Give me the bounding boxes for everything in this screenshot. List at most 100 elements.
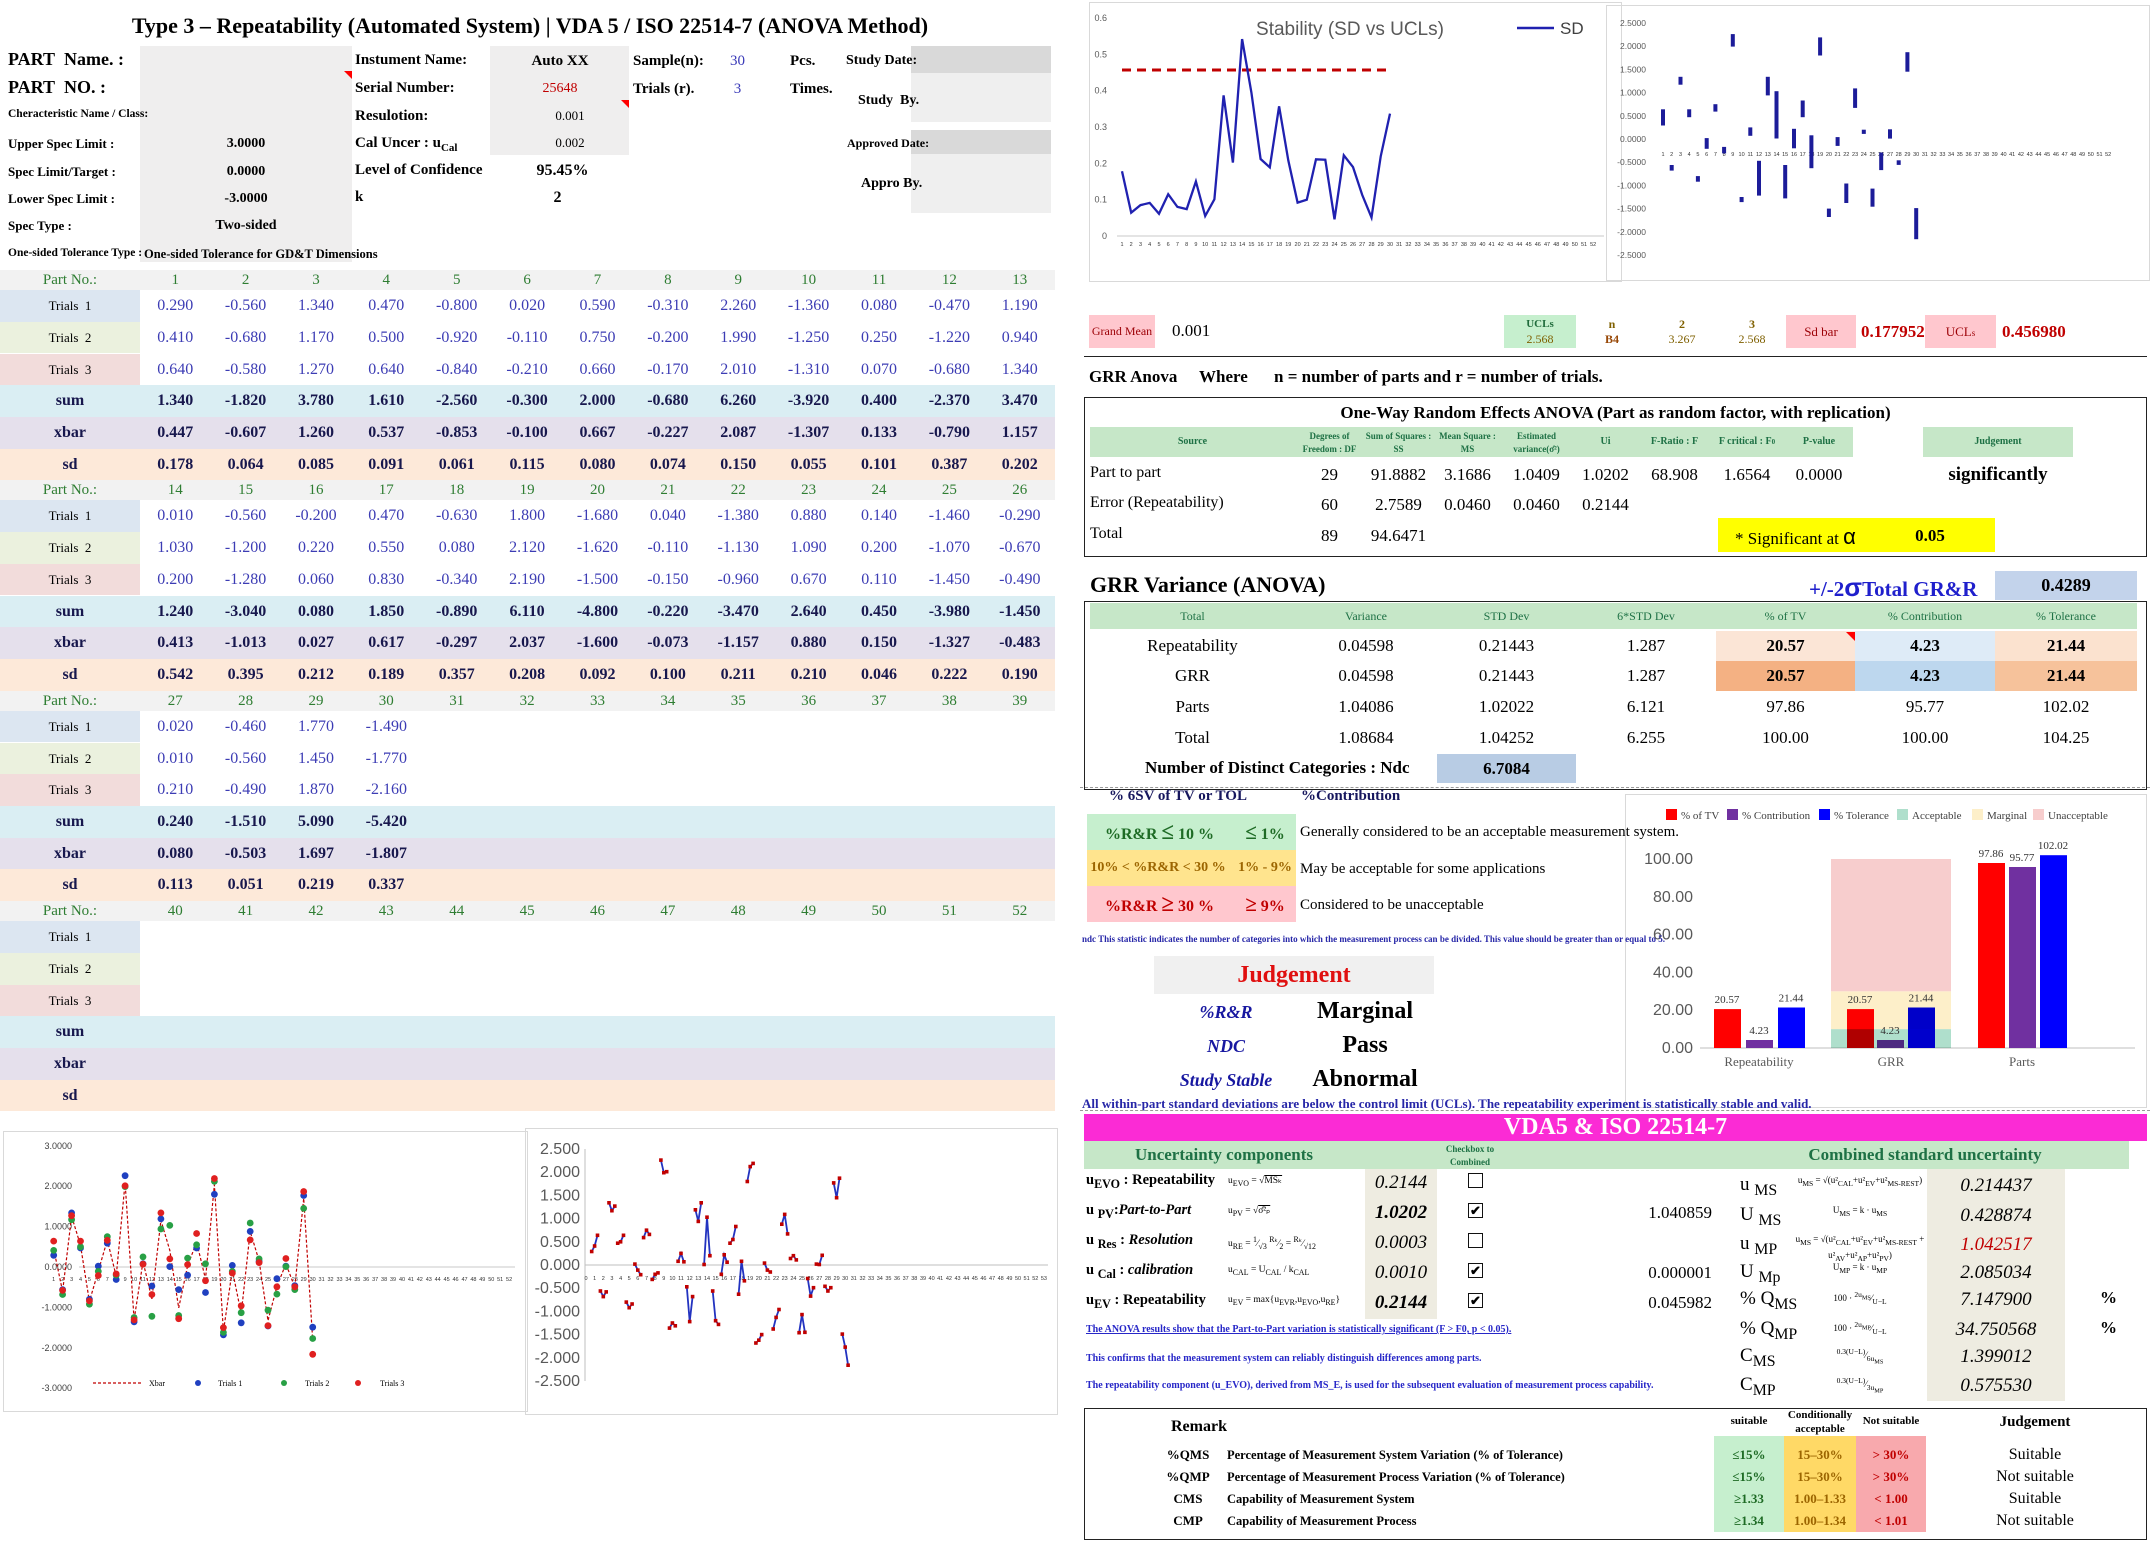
svg-text:2: 2 bbox=[602, 1276, 605, 1282]
svg-text:35: 35 bbox=[1957, 152, 1963, 158]
svg-text:23: 23 bbox=[247, 1277, 253, 1283]
svg-text:5: 5 bbox=[628, 1276, 631, 1282]
svg-text:38: 38 bbox=[381, 1277, 387, 1283]
svg-text:60.00: 60.00 bbox=[1653, 927, 1693, 944]
svg-text:0.0000: 0.0000 bbox=[44, 1262, 72, 1272]
svg-text:42: 42 bbox=[2018, 152, 2024, 158]
svg-text:11: 11 bbox=[1747, 152, 1753, 158]
svg-text:3: 3 bbox=[1679, 152, 1682, 158]
svg-text:-3.0000: -3.0000 bbox=[41, 1383, 72, 1393]
svg-text:100.00: 100.00 bbox=[1644, 851, 1693, 868]
svg-text:33: 33 bbox=[1939, 152, 1945, 158]
svg-text:17: 17 bbox=[1800, 152, 1806, 158]
svg-text:30: 30 bbox=[1913, 152, 1919, 158]
svg-text:33: 33 bbox=[1415, 242, 1421, 248]
svg-text:8: 8 bbox=[654, 1276, 657, 1282]
svg-text:1: 1 bbox=[1120, 242, 1123, 248]
svg-text:27: 27 bbox=[283, 1277, 289, 1283]
svg-text:15: 15 bbox=[713, 1276, 719, 1282]
svg-text:2.500: 2.500 bbox=[540, 1141, 580, 1158]
svg-text:5: 5 bbox=[88, 1277, 91, 1283]
svg-text:27: 27 bbox=[816, 1276, 822, 1282]
svg-text:45: 45 bbox=[972, 1276, 978, 1282]
svg-text:45: 45 bbox=[444, 1277, 450, 1283]
svg-text:31: 31 bbox=[1396, 242, 1402, 248]
svg-text:2.0000: 2.0000 bbox=[44, 1181, 72, 1191]
svg-text:0.4: 0.4 bbox=[1094, 86, 1107, 96]
svg-text:13: 13 bbox=[1230, 242, 1236, 248]
svg-text:Parts: Parts bbox=[2009, 1054, 2035, 1069]
svg-text:41: 41 bbox=[2009, 152, 2015, 158]
svg-text:29: 29 bbox=[834, 1276, 840, 1282]
svg-text:Trials 2: Trials 2 bbox=[305, 1379, 329, 1388]
svg-text:42: 42 bbox=[417, 1277, 423, 1283]
svg-text:47: 47 bbox=[1544, 242, 1550, 248]
svg-text:49: 49 bbox=[1562, 242, 1568, 248]
svg-text:44: 44 bbox=[963, 1276, 969, 1282]
svg-text:97.86: 97.86 bbox=[1979, 848, 2004, 860]
svg-text:16: 16 bbox=[185, 1277, 191, 1283]
svg-text:52: 52 bbox=[1590, 242, 1596, 248]
svg-text:3: 3 bbox=[70, 1277, 73, 1283]
svg-text:51: 51 bbox=[1024, 1276, 1030, 1282]
svg-text:47: 47 bbox=[989, 1276, 995, 1282]
svg-text:2.5000: 2.5000 bbox=[1620, 18, 1646, 28]
svg-text:13: 13 bbox=[1765, 152, 1771, 158]
svg-text:40: 40 bbox=[1479, 242, 1485, 248]
svg-text:36: 36 bbox=[894, 1276, 900, 1282]
svg-text:4.23: 4.23 bbox=[1880, 1025, 1900, 1037]
svg-text:40.00: 40.00 bbox=[1653, 964, 1693, 981]
svg-text:2: 2 bbox=[1670, 152, 1673, 158]
svg-text:1: 1 bbox=[593, 1276, 596, 1282]
svg-text:34: 34 bbox=[1424, 242, 1430, 248]
svg-text:43: 43 bbox=[1507, 242, 1513, 248]
svg-text:95.77: 95.77 bbox=[2010, 852, 2035, 864]
svg-text:-1.0000: -1.0000 bbox=[41, 1302, 72, 1312]
svg-text:41: 41 bbox=[408, 1277, 414, 1283]
svg-text:-2.0000: -2.0000 bbox=[41, 1343, 72, 1353]
svg-text:46: 46 bbox=[1535, 242, 1541, 248]
svg-text:12: 12 bbox=[1756, 152, 1762, 158]
svg-text:3: 3 bbox=[1139, 242, 1142, 248]
svg-text:29: 29 bbox=[1904, 152, 1910, 158]
svg-text:14: 14 bbox=[167, 1277, 173, 1283]
svg-text:20.57: 20.57 bbox=[1848, 994, 1873, 1006]
svg-text:-2.000: -2.000 bbox=[535, 1350, 580, 1367]
svg-text:1: 1 bbox=[52, 1277, 55, 1283]
svg-text:9: 9 bbox=[662, 1276, 665, 1282]
svg-text:Marginal: Marginal bbox=[1987, 810, 2027, 822]
svg-text:52: 52 bbox=[506, 1277, 512, 1283]
svg-text:20: 20 bbox=[1295, 242, 1301, 248]
svg-text:0.00: 0.00 bbox=[1662, 1040, 1693, 1057]
svg-text:42: 42 bbox=[1498, 242, 1504, 248]
svg-text:11: 11 bbox=[1212, 242, 1218, 248]
svg-text:39: 39 bbox=[1470, 242, 1476, 248]
svg-text:23: 23 bbox=[1852, 152, 1858, 158]
svg-text:0.6: 0.6 bbox=[1094, 13, 1107, 23]
svg-text:16: 16 bbox=[1791, 152, 1797, 158]
svg-text:21: 21 bbox=[1304, 242, 1310, 248]
svg-text:24: 24 bbox=[1861, 152, 1867, 158]
svg-text:13: 13 bbox=[158, 1277, 164, 1283]
svg-text:40: 40 bbox=[399, 1277, 405, 1283]
svg-text:23: 23 bbox=[782, 1276, 788, 1282]
svg-text:7: 7 bbox=[106, 1277, 109, 1283]
svg-text:4: 4 bbox=[1148, 242, 1151, 248]
svg-text:17: 17 bbox=[730, 1276, 736, 1282]
svg-text:6: 6 bbox=[636, 1276, 639, 1282]
svg-text:35: 35 bbox=[885, 1276, 891, 1282]
svg-text:15: 15 bbox=[1248, 242, 1254, 248]
svg-text:Trials 3: Trials 3 bbox=[380, 1379, 404, 1388]
svg-text:1: 1 bbox=[1661, 152, 1664, 158]
svg-text:26: 26 bbox=[1350, 242, 1356, 248]
svg-text:4: 4 bbox=[79, 1277, 82, 1283]
svg-text:5: 5 bbox=[1157, 242, 1160, 248]
svg-text:-2.0000: -2.0000 bbox=[1617, 227, 1646, 237]
svg-text:SD: SD bbox=[1560, 19, 1584, 38]
svg-text:43: 43 bbox=[426, 1277, 432, 1283]
svg-text:7: 7 bbox=[1176, 242, 1179, 248]
svg-text:50: 50 bbox=[1015, 1276, 1021, 1282]
svg-text:47: 47 bbox=[461, 1277, 467, 1283]
svg-text:29: 29 bbox=[301, 1277, 307, 1283]
svg-text:12: 12 bbox=[1221, 242, 1227, 248]
